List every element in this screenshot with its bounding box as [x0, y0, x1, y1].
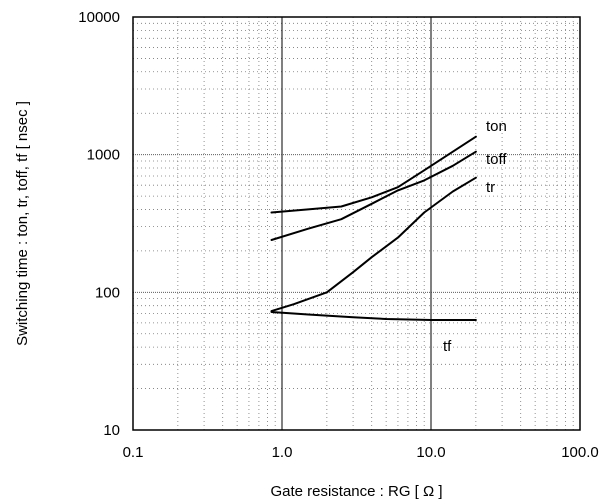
major-gridlines	[133, 17, 580, 430]
series-label-toff: toff	[486, 151, 507, 168]
series-label-ton: ton	[486, 118, 507, 135]
series-line-toff	[270, 150, 477, 241]
y-tick-label: 100	[95, 284, 120, 301]
y-axis-label: Switching time : ton, tr, toff, tf [ nse…	[14, 101, 31, 346]
x-tick-labels: 0.1 1.0 10.0 100.0	[123, 444, 599, 461]
plot-frame	[132, 16, 581, 431]
y-tick-label: 10	[103, 422, 120, 439]
series-line-ton	[270, 135, 477, 214]
x-tick-label: 10.0	[416, 444, 445, 461]
x-axis-label: Gate resistance : RG [ Ω ]	[270, 483, 442, 500]
series-line-tr	[270, 176, 477, 313]
y-tick-label: 1000	[87, 147, 120, 164]
series-line-tf	[270, 311, 477, 321]
y-tick-labels: 10 100 1000 10000	[78, 9, 120, 439]
y-tick-label: 10000	[78, 9, 120, 26]
series-label-tf: tf	[443, 338, 452, 355]
series-lines	[270, 135, 477, 321]
series-label-tr: tr	[486, 179, 495, 196]
x-tick-label: 0.1	[123, 444, 144, 461]
x-tick-label: 1.0	[272, 444, 293, 461]
x-tick-label: 100.0	[561, 444, 599, 461]
minor-gridlines	[133, 17, 580, 430]
series-labels: ton toff tr tf	[443, 118, 507, 355]
